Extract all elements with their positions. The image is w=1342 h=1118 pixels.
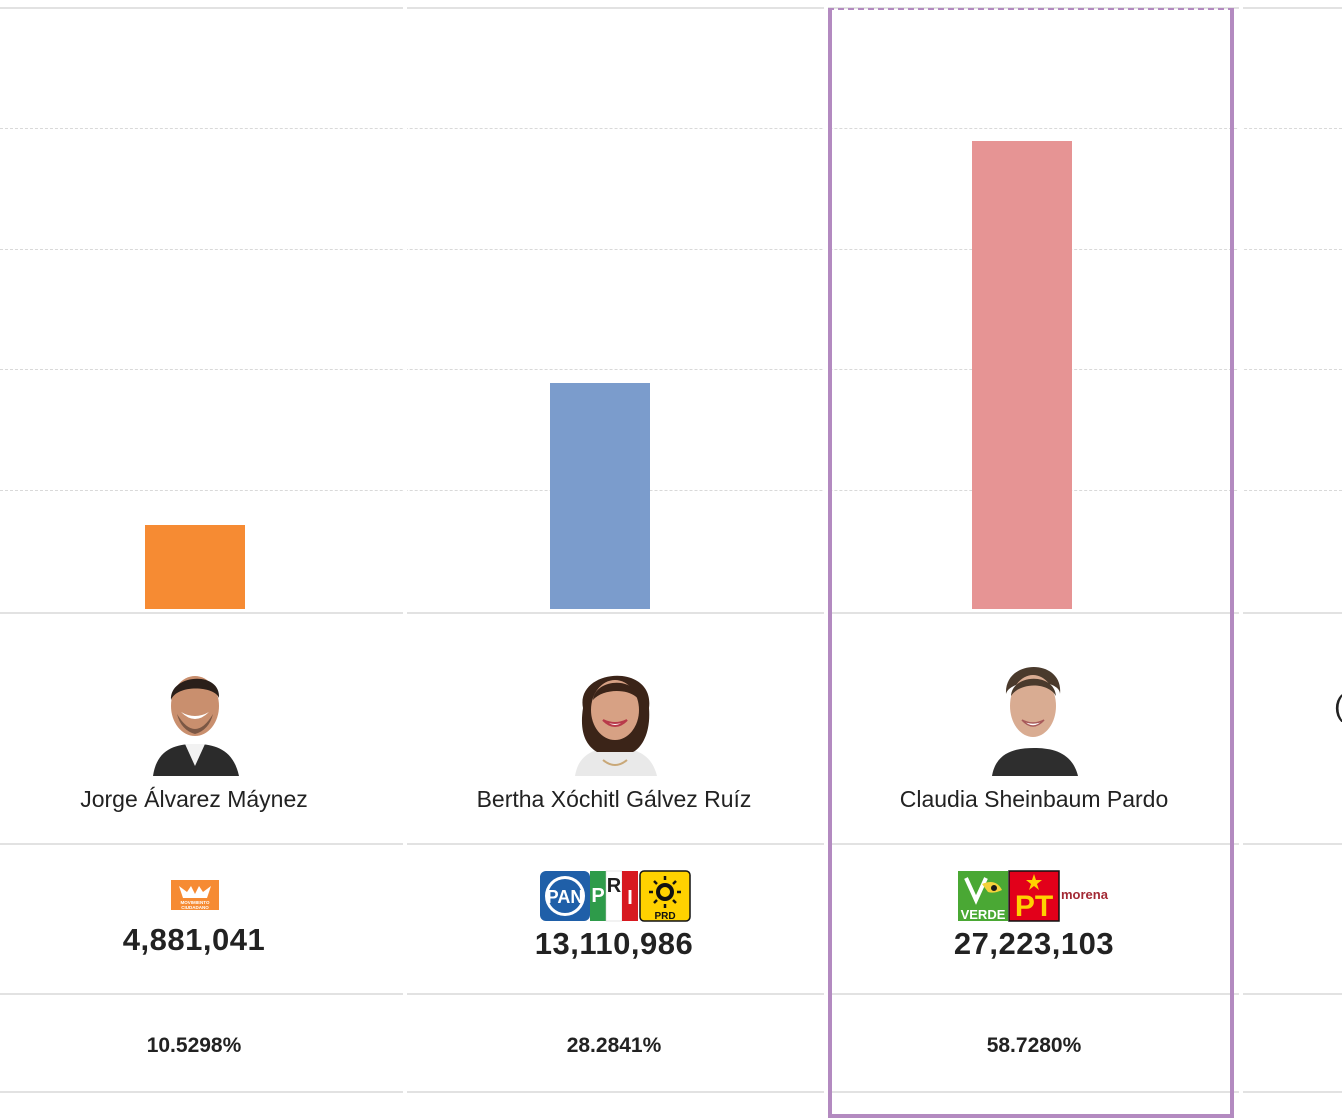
prd-logo-text: PRD (654, 911, 675, 922)
candidate-votes: 4,881,041 (122, 922, 266, 957)
bar-1[interactable] (145, 525, 245, 609)
pan-pri-prd-logos: PAN P R I PRD (540, 870, 692, 927)
candidate-photo-icon (147, 648, 243, 776)
candidate-name: Bertha Xóchitl Gálvez Ruíz (476, 786, 752, 812)
candidate-photo-icon (567, 648, 663, 776)
pan-logo-text: PAN (547, 887, 584, 907)
candidate-percent: 10.5298% (146, 1034, 242, 1057)
pt-logo-text: PT (1015, 890, 1053, 922)
mc-logo-bottom-text: CIUDADANO (181, 905, 209, 910)
candidate-photo-icon (986, 648, 1082, 776)
candidate-percent: 28.2841% (566, 1034, 662, 1057)
candidate-percent: 58.7280% (986, 1034, 1082, 1057)
verde-pt-morena-logos: VERDE PT morena (958, 870, 1110, 927)
pri-logo-r: R (607, 875, 622, 897)
winner-highlight (828, 8, 1234, 1118)
column-gap (824, 0, 828, 1104)
cut-off-candidate-glyph: ( (1334, 690, 1342, 724)
row-separator (0, 843, 1342, 845)
candidate-votes: 13,110,986 (534, 926, 694, 961)
grid-line (0, 369, 1342, 370)
row-separator (0, 993, 1342, 995)
pri-logo-i: I (627, 887, 633, 909)
row-separator (0, 7, 1342, 9)
candidate-name: Claudia Sheinbaum Pardo (899, 786, 1169, 812)
column-gap (1239, 0, 1243, 1104)
bar-2[interactable] (550, 383, 650, 609)
candidate-votes: 27,223,103 (953, 926, 1115, 961)
row-separator (0, 612, 1342, 614)
mc-logo-top-text: MOVIMIENTO (181, 900, 210, 905)
candidate-name: Jorge Álvarez Máynez (80, 786, 308, 812)
grid-line (0, 490, 1342, 491)
morena-logo-text: morena (1061, 887, 1109, 902)
row-separator (0, 1091, 1342, 1093)
column-gap (403, 0, 407, 1104)
movimiento-ciudadano-logo: MOVIMIENTO CIUDADANO (171, 880, 219, 915)
grid-line (0, 128, 1342, 129)
verde-logo-text: VERDE (961, 907, 1006, 922)
pri-logo-p: P (591, 885, 604, 907)
grid-line (0, 249, 1342, 250)
bar-3[interactable] (972, 140, 1072, 609)
